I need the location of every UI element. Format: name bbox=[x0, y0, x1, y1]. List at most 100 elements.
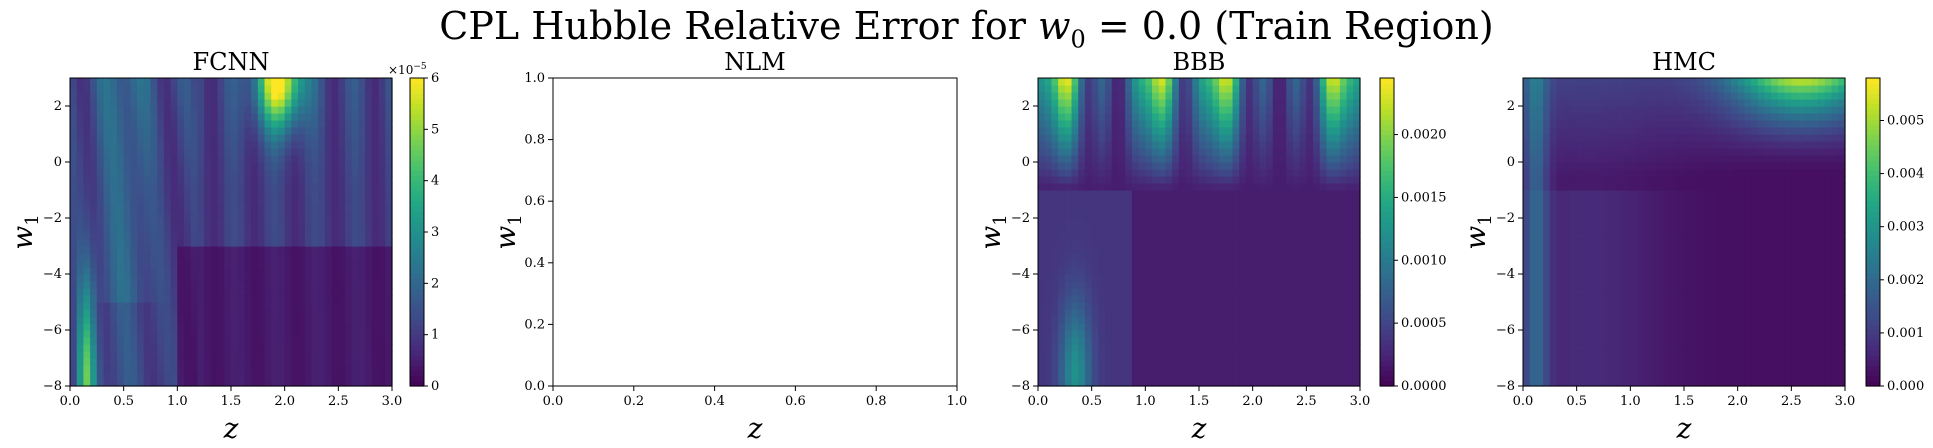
heatmap-cell bbox=[1346, 358, 1354, 366]
heatmap-cell bbox=[1084, 302, 1093, 310]
heatmap-cell bbox=[371, 274, 380, 282]
heatmap-cell bbox=[1044, 148, 1053, 156]
colorbar-segment bbox=[1380, 237, 1394, 243]
heatmap-cell bbox=[76, 190, 85, 198]
heatmap-cell bbox=[378, 148, 386, 156]
heatmap-cell bbox=[324, 162, 333, 170]
heatmap-cell bbox=[123, 253, 131, 261]
heatmap-cell bbox=[217, 127, 225, 135]
x-tick-label: 0.0 bbox=[543, 394, 564, 409]
heatmap-cell bbox=[1091, 211, 1099, 219]
heatmap-cell bbox=[1165, 92, 1173, 100]
heatmap-cell bbox=[177, 183, 185, 191]
heatmap-cell bbox=[1313, 78, 1321, 86]
heatmap-cell bbox=[1353, 162, 1361, 170]
heatmap-cell bbox=[1178, 211, 1187, 219]
heatmap-cell bbox=[271, 309, 279, 317]
heatmap-cell bbox=[1299, 365, 1307, 373]
heatmap-cell bbox=[1165, 281, 1173, 289]
heatmap-cell bbox=[1583, 120, 1591, 128]
heatmap-cell bbox=[1272, 218, 1281, 226]
heatmap-cell bbox=[264, 183, 272, 191]
heatmap-cell bbox=[1058, 274, 1066, 282]
heatmap-cell bbox=[1071, 372, 1079, 380]
heatmap-cell bbox=[1152, 260, 1160, 268]
heatmap-cell bbox=[331, 337, 339, 345]
heatmap-cell bbox=[351, 295, 360, 303]
heatmap-cell bbox=[224, 162, 232, 170]
heatmap-cell bbox=[1353, 330, 1361, 338]
heatmap-cell bbox=[130, 218, 138, 226]
heatmap-cell bbox=[1185, 127, 1193, 135]
heatmap-cell bbox=[271, 92, 279, 100]
heatmap-cell bbox=[163, 204, 172, 212]
heatmap-cell bbox=[304, 225, 313, 233]
heatmap-cell bbox=[1319, 288, 1328, 296]
heatmap-cell bbox=[1111, 274, 1120, 282]
heatmap-cell bbox=[1549, 239, 1558, 247]
heatmap-cell bbox=[1576, 155, 1584, 163]
heatmap-cell bbox=[1225, 288, 1234, 296]
heatmap-cell bbox=[204, 372, 212, 380]
heatmap-cell bbox=[318, 302, 326, 310]
heatmap-cell bbox=[1353, 190, 1361, 198]
heatmap-cell bbox=[1569, 176, 1578, 184]
heatmap-cell bbox=[1199, 155, 1207, 163]
heatmap-cell bbox=[1098, 232, 1106, 240]
heatmap-cell bbox=[244, 204, 252, 212]
heatmap-cell bbox=[1084, 127, 1093, 135]
heatmap-cell bbox=[1152, 155, 1160, 163]
heatmap-cell bbox=[1118, 351, 1126, 359]
heatmap-cell bbox=[385, 113, 393, 121]
heatmap-cell bbox=[304, 211, 313, 219]
heatmap-cell bbox=[1556, 197, 1564, 205]
heatmap-cell bbox=[1205, 85, 1214, 93]
heatmap-cell bbox=[1185, 120, 1193, 128]
heatmap-cell bbox=[76, 225, 85, 233]
heatmap-cell bbox=[1306, 267, 1314, 275]
heatmap-cell bbox=[217, 253, 225, 261]
heatmap-cell bbox=[1178, 183, 1187, 191]
heatmap-cell bbox=[1596, 141, 1605, 149]
heatmap-cell bbox=[143, 330, 152, 338]
heatmap-cell bbox=[324, 204, 333, 212]
colorbar-segment bbox=[1380, 175, 1394, 182]
heatmap-cell bbox=[157, 232, 165, 240]
heatmap-cell bbox=[83, 337, 91, 345]
heatmap-cell bbox=[76, 162, 85, 170]
heatmap-cell bbox=[271, 120, 279, 128]
heatmap-cell bbox=[1245, 169, 1254, 177]
heatmap-cell bbox=[1178, 127, 1187, 135]
heatmap-cell bbox=[76, 323, 85, 331]
heatmap-cell bbox=[284, 323, 292, 331]
heatmap-cell bbox=[338, 169, 346, 177]
heatmap-cell bbox=[1105, 106, 1113, 114]
heatmap-cell bbox=[1111, 358, 1120, 366]
heatmap-cell bbox=[1064, 260, 1073, 268]
y-tick-label: −2 bbox=[1011, 211, 1030, 226]
heatmap-cell bbox=[1279, 141, 1287, 149]
heatmap-cell bbox=[1051, 106, 1059, 114]
heatmap-cell bbox=[1172, 351, 1180, 359]
heatmap-cell bbox=[1044, 274, 1053, 282]
heatmap-cell bbox=[1199, 99, 1207, 107]
heatmap-cell bbox=[1205, 323, 1214, 331]
heatmap-cell bbox=[324, 211, 333, 219]
heatmap-cell bbox=[170, 197, 178, 205]
heatmap-cell bbox=[1313, 120, 1321, 128]
heatmap-cell bbox=[351, 218, 360, 226]
heatmap-cell bbox=[324, 337, 333, 345]
heatmap-cell bbox=[1199, 253, 1207, 261]
heatmap-cell bbox=[224, 204, 232, 212]
heatmap-cell bbox=[1549, 365, 1558, 373]
heatmap-cell bbox=[163, 239, 172, 247]
heatmap-cell bbox=[1131, 365, 1140, 373]
heatmap-cell bbox=[70, 232, 78, 240]
heatmap-cell bbox=[358, 379, 366, 387]
heatmap-cell bbox=[1590, 183, 1598, 191]
heatmap-cell bbox=[1239, 372, 1247, 380]
heatmap-cell bbox=[1563, 267, 1571, 275]
heatmap-cell bbox=[1125, 155, 1133, 163]
colorbar-tick-label: 0.0000 bbox=[1401, 379, 1447, 394]
heatmap-cell bbox=[1569, 253, 1578, 261]
